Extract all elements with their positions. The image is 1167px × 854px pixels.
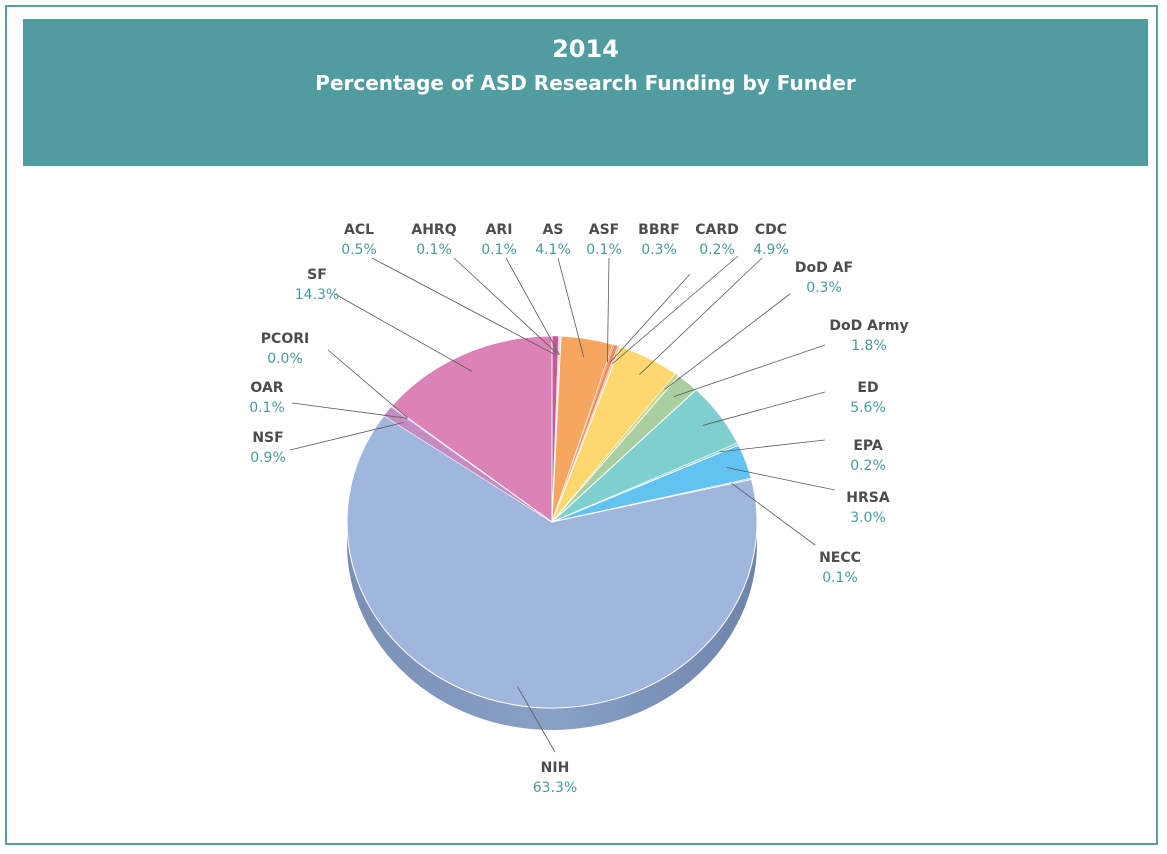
slice-label-hrsa: HRSA (846, 490, 890, 506)
chart-subtitle: Percentage of ASD Research Funding by Fu… (315, 71, 856, 95)
leader-line-card (612, 255, 739, 365)
slice-value-dod-af: 0.3% (806, 280, 842, 296)
leader-line-cdc (639, 257, 763, 375)
leader-line-dod-af (664, 293, 791, 390)
slice-value-card: 0.2% (699, 242, 735, 258)
slice-value-asf: 0.1% (586, 242, 622, 258)
slice-value-sf: 14.3% (295, 287, 339, 303)
slice-label-epa: EPA (853, 438, 883, 454)
leader-line-hrsa (726, 467, 836, 491)
leader-line-asf (607, 257, 610, 363)
slice-label-ed: ED (857, 380, 878, 396)
slice-label-pcori: PCORI (261, 331, 309, 347)
slice-value-ahrq: 0.1% (416, 242, 452, 258)
slice-label-as: AS (543, 222, 564, 238)
title-banner: 2014 Percentage of ASD Research Funding … (23, 19, 1148, 166)
slice-value-necc: 0.1% (822, 570, 858, 586)
slice-label-acl: ACL (344, 222, 374, 238)
slice-value-pcori: 0.0% (267, 351, 303, 367)
slice-value-bbrf: 0.3% (641, 242, 677, 258)
slice-value-cdc: 4.9% (753, 242, 789, 258)
leader-lines-layer (289, 255, 836, 753)
slice-label-ahrq: AHRQ (411, 222, 456, 238)
slice-label-cdc: CDC (755, 222, 787, 238)
leader-line-acl (371, 257, 556, 355)
leader-line-dod-army (673, 344, 826, 397)
leader-line-oar (291, 402, 408, 419)
slice-label-dod-army: DoD Army (829, 318, 908, 334)
slice-value-epa: 0.2% (850, 458, 886, 474)
slice-value-nih: 63.3% (533, 780, 577, 796)
leader-line-nih (517, 686, 556, 753)
leader-line-nsf (289, 422, 404, 451)
slice-value-hrsa: 3.0% (850, 510, 886, 526)
slice-value-dod-army: 1.8% (851, 338, 887, 354)
pie-slice-sf (390, 335, 553, 523)
slice-label-nsf: NSF (252, 430, 283, 446)
leader-line-sf (334, 293, 472, 372)
slice-label-necc: NECC (819, 550, 861, 566)
slice-value-ed: 5.6% (850, 400, 886, 416)
chart-title: 2014 (552, 35, 619, 63)
leader-line-ari (505, 257, 560, 355)
leader-line-epa (719, 439, 826, 453)
slice-label-card: CARD (695, 222, 739, 238)
leader-line-as (557, 257, 585, 358)
slice-value-acl: 0.5% (341, 242, 377, 258)
pie-slice-nih (346, 415, 758, 709)
leader-line-ahrq (453, 257, 559, 355)
slice-labels-layer: ACL 0.5% AHRQ 0.1% ARI 0.1% AS 4.1% ASF 0.1% BBRF 0… (249, 222, 908, 796)
slice-label-sf: SF (307, 267, 327, 283)
leader-line-bbrf (609, 273, 691, 364)
leader-line-pcori (327, 349, 408, 419)
slice-value-as: 4.1% (535, 242, 571, 258)
slice-label-nih: NIH (541, 760, 570, 776)
leader-line-ed (702, 391, 826, 426)
slice-label-oar: OAR (250, 380, 283, 396)
slice-value-oar: 0.1% (249, 400, 285, 416)
leader-line-necc (731, 482, 816, 546)
slice-label-ari: ARI (486, 222, 513, 238)
slice-value-nsf: 0.9% (250, 450, 286, 466)
pie-slices-layer (346, 335, 758, 709)
slice-label-dod-af: DoD AF (795, 260, 853, 276)
slice-value-ari: 0.1% (481, 242, 517, 258)
slice-label-asf: ASF (589, 222, 619, 238)
slice-label-bbrf: BBRF (638, 222, 680, 238)
